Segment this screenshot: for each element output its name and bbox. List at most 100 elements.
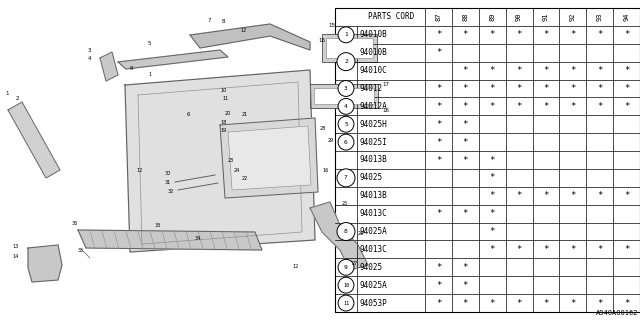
Text: *: * <box>570 245 575 254</box>
Text: 8: 8 <box>344 229 348 234</box>
Text: 15: 15 <box>328 23 335 28</box>
Text: 94: 94 <box>623 13 630 21</box>
Text: *: * <box>624 299 629 308</box>
Text: *: * <box>490 156 495 164</box>
Text: *: * <box>463 102 468 111</box>
Text: *: * <box>624 191 629 200</box>
Bar <box>322 34 377 62</box>
Text: *: * <box>570 299 575 308</box>
Text: *: * <box>597 299 602 308</box>
Polygon shape <box>190 24 310 50</box>
Text: 3: 3 <box>344 86 348 91</box>
Text: 26: 26 <box>358 231 364 236</box>
Text: *: * <box>516 30 522 39</box>
Text: *: * <box>463 138 468 147</box>
Text: *: * <box>463 30 468 39</box>
Text: *: * <box>463 156 468 164</box>
Text: 94053P: 94053P <box>360 299 388 308</box>
Text: *: * <box>516 191 522 200</box>
Text: 94010C: 94010C <box>360 66 388 75</box>
Text: *: * <box>436 156 441 164</box>
Text: 23: 23 <box>228 158 234 163</box>
Text: *: * <box>490 209 495 218</box>
Text: *: * <box>490 84 495 93</box>
Text: *: * <box>490 173 495 182</box>
Text: 92: 92 <box>570 13 576 21</box>
Text: 12: 12 <box>136 168 142 173</box>
Text: *: * <box>624 84 629 93</box>
Polygon shape <box>100 52 118 81</box>
Text: 94012: 94012 <box>360 84 383 93</box>
Text: *: * <box>624 102 629 111</box>
Text: *: * <box>490 191 495 200</box>
Text: *: * <box>516 245 522 254</box>
Text: 94025I: 94025I <box>360 138 388 147</box>
Text: *: * <box>597 191 602 200</box>
Text: *: * <box>490 66 495 75</box>
Text: 87: 87 <box>435 13 442 21</box>
Text: 7: 7 <box>208 18 211 23</box>
Text: 16: 16 <box>382 108 389 113</box>
Text: *: * <box>436 263 441 272</box>
Text: 17: 17 <box>382 82 389 87</box>
Text: 33: 33 <box>155 223 161 228</box>
Circle shape <box>338 116 354 132</box>
Text: *: * <box>463 66 468 75</box>
Text: *: * <box>597 84 602 93</box>
Text: 94010B: 94010B <box>360 48 388 57</box>
Text: 3: 3 <box>88 48 92 53</box>
Circle shape <box>337 222 355 241</box>
Text: *: * <box>490 245 495 254</box>
Circle shape <box>337 169 355 187</box>
Text: 94013C: 94013C <box>360 245 388 254</box>
Text: 20: 20 <box>225 111 231 116</box>
Text: 28: 28 <box>320 126 326 131</box>
Text: 21: 21 <box>242 112 248 117</box>
Text: 12: 12 <box>292 264 298 269</box>
Text: *: * <box>570 84 575 93</box>
Text: 93: 93 <box>596 13 603 21</box>
Text: 16: 16 <box>322 168 328 173</box>
Text: *: * <box>490 102 495 111</box>
Text: 91: 91 <box>543 13 549 21</box>
Text: *: * <box>436 209 441 218</box>
Text: 32: 32 <box>168 189 174 194</box>
Text: *: * <box>436 84 441 93</box>
Polygon shape <box>8 102 60 178</box>
Text: 6: 6 <box>187 112 191 117</box>
Polygon shape <box>228 126 311 190</box>
Text: *: * <box>463 281 468 290</box>
Text: *: * <box>597 245 602 254</box>
Circle shape <box>338 259 354 275</box>
Text: *: * <box>436 102 441 111</box>
Text: 94025A: 94025A <box>360 227 388 236</box>
Text: *: * <box>570 30 575 39</box>
Text: *: * <box>490 299 495 308</box>
Circle shape <box>338 99 354 114</box>
Text: *: * <box>463 263 468 272</box>
Text: *: * <box>516 102 522 111</box>
Text: *: * <box>516 84 522 93</box>
Text: 4: 4 <box>88 56 92 61</box>
Text: 94013C: 94013C <box>360 209 388 218</box>
Circle shape <box>337 53 355 71</box>
Text: 94025A: 94025A <box>360 281 388 290</box>
Text: 30: 30 <box>165 171 172 176</box>
Text: 22: 22 <box>242 176 248 181</box>
Text: 31: 31 <box>165 180 172 185</box>
Text: *: * <box>570 191 575 200</box>
Text: *: * <box>516 299 522 308</box>
Text: *: * <box>436 120 441 129</box>
Circle shape <box>338 277 354 293</box>
Polygon shape <box>28 245 62 282</box>
Text: *: * <box>543 245 548 254</box>
Text: 1: 1 <box>344 32 348 37</box>
Bar <box>314 88 374 104</box>
Text: 94025H: 94025H <box>360 120 388 129</box>
Text: *: * <box>570 102 575 111</box>
Text: *: * <box>436 281 441 290</box>
Text: 94013B: 94013B <box>360 191 388 200</box>
Polygon shape <box>118 50 228 69</box>
Text: *: * <box>463 84 468 93</box>
Text: 8: 8 <box>222 19 225 24</box>
